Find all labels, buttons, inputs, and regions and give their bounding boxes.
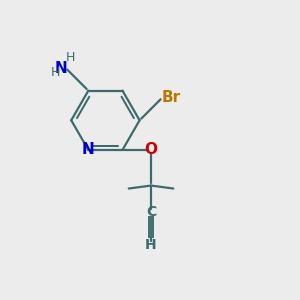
Text: N: N xyxy=(55,61,67,76)
Text: O: O xyxy=(145,142,158,158)
Text: Br: Br xyxy=(162,90,181,105)
Text: H: H xyxy=(145,238,157,252)
Text: N: N xyxy=(82,142,95,158)
Text: C: C xyxy=(146,205,156,219)
Text: H: H xyxy=(66,51,76,64)
Text: H: H xyxy=(50,66,60,79)
